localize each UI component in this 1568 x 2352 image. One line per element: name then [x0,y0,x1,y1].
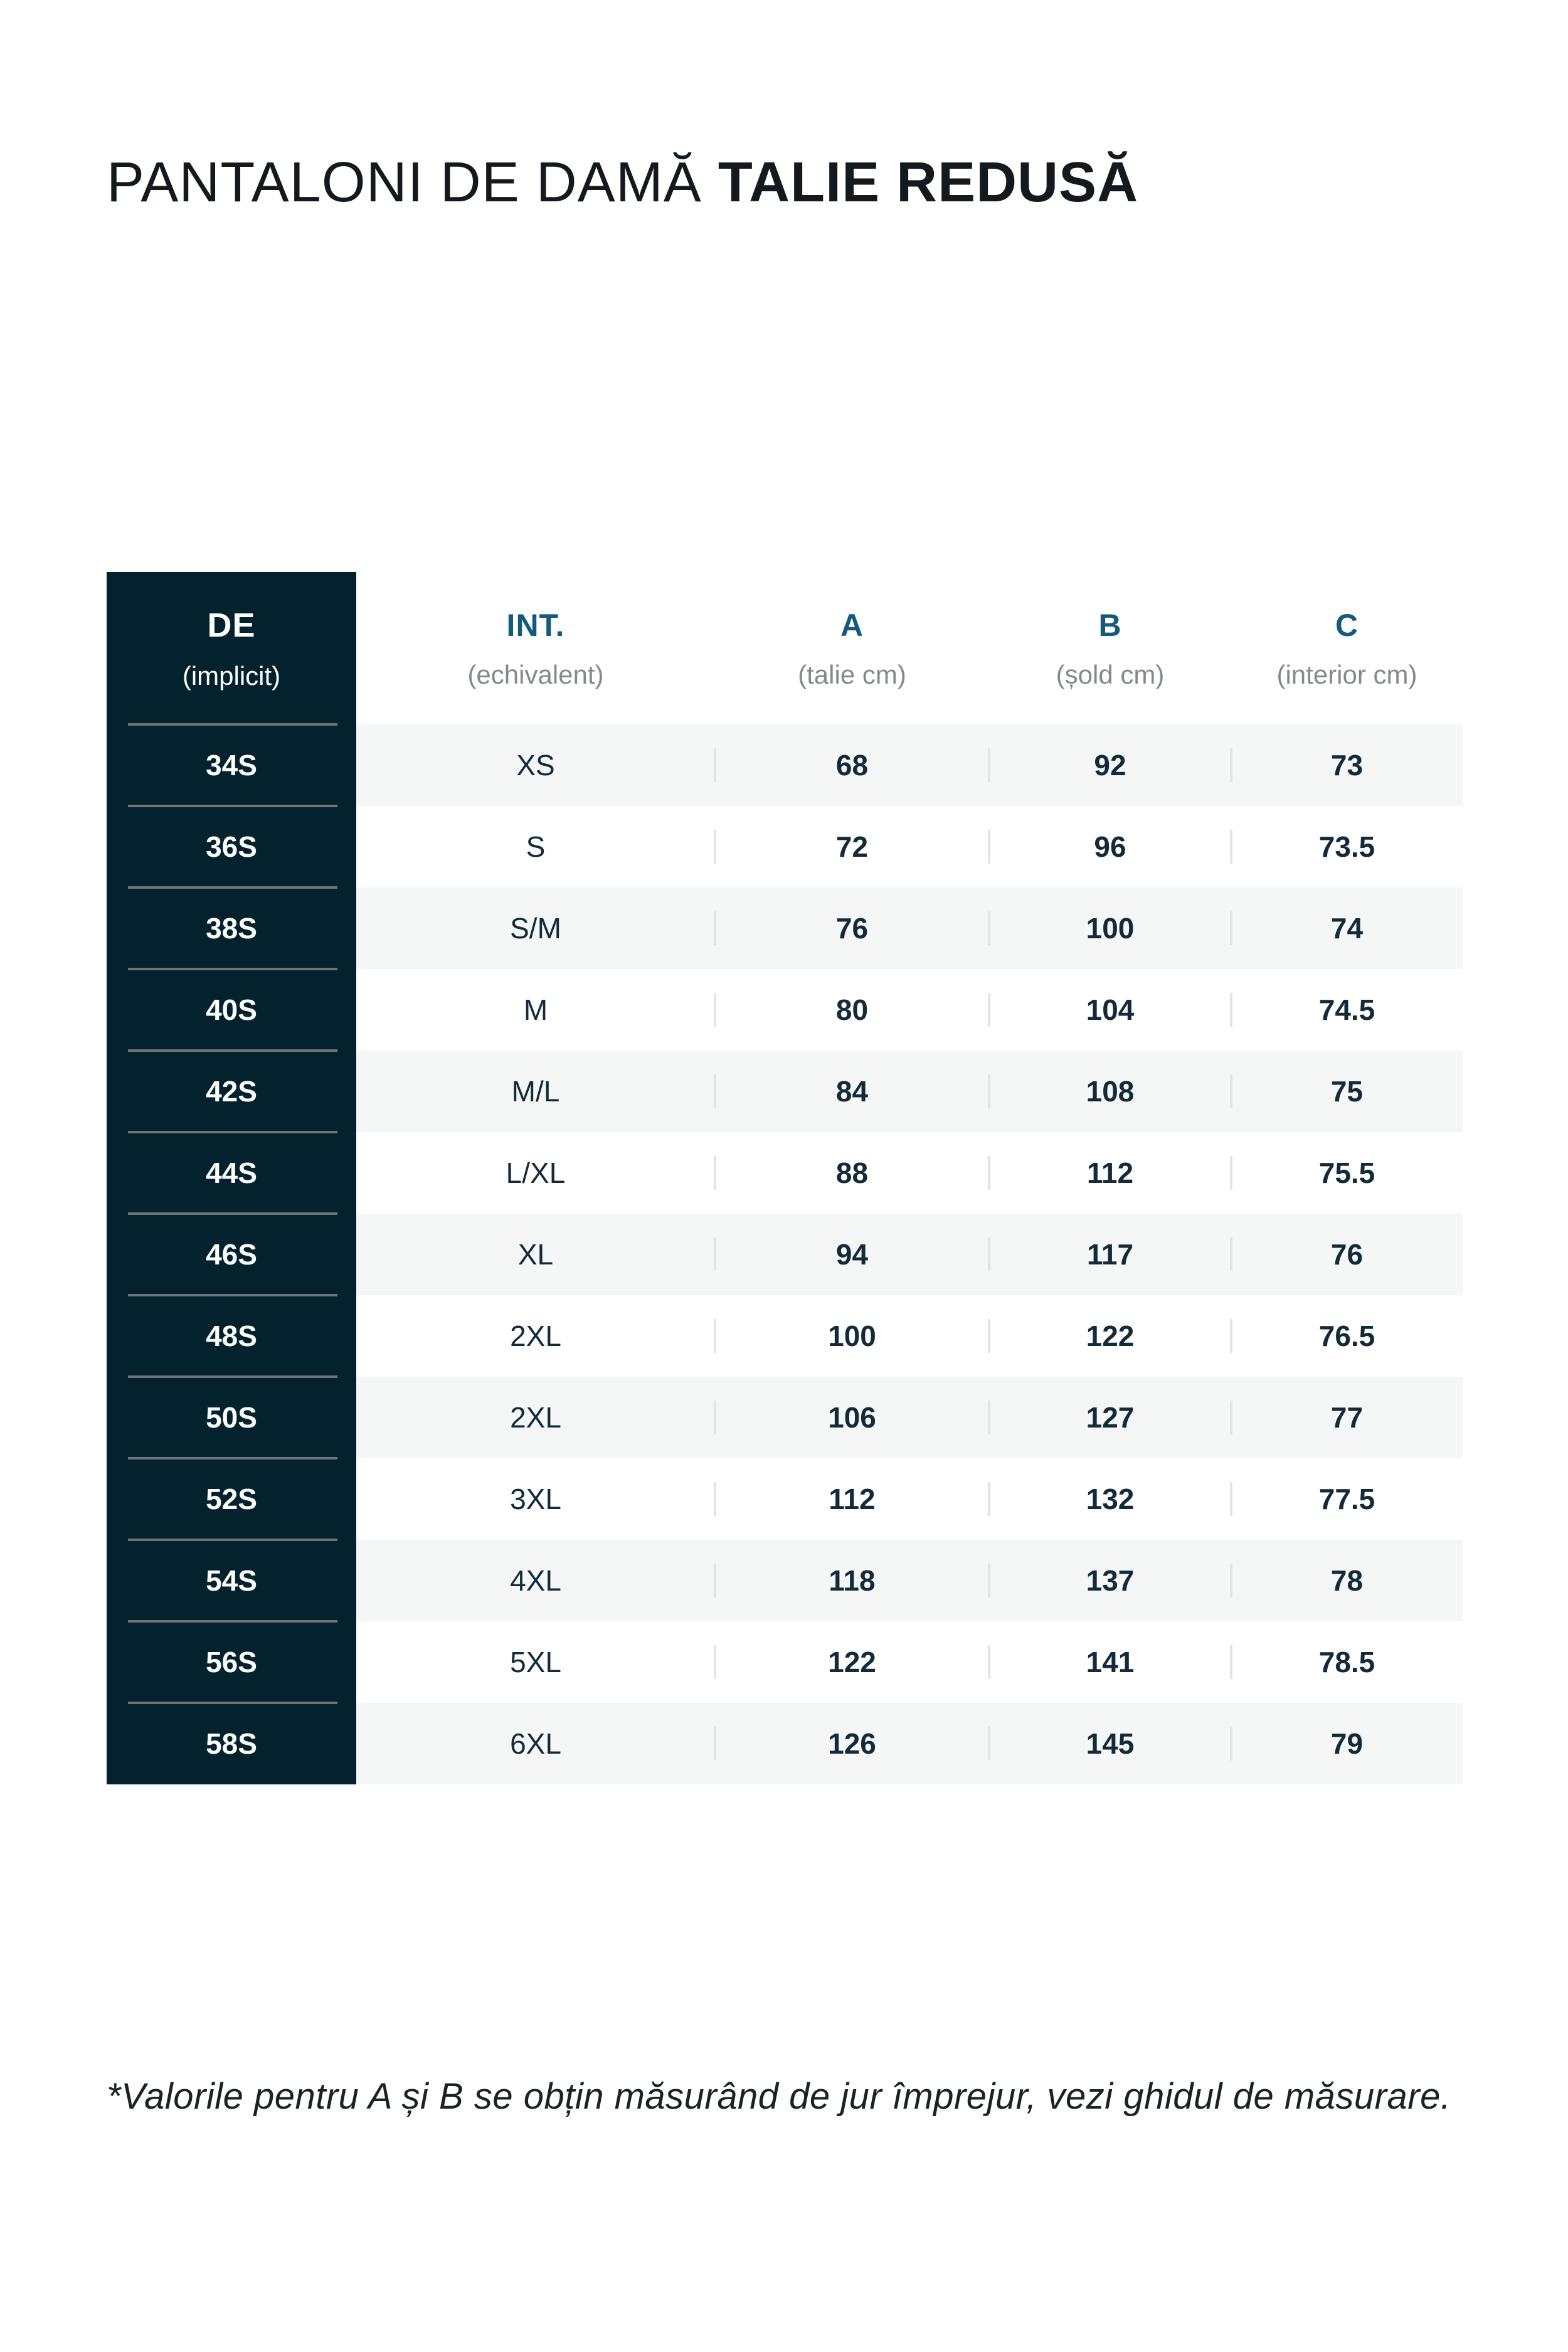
row-inseam-cm: 76 [1231,1214,1463,1295]
row-size-de: 50S [107,1377,356,1459]
row-hip-cm: 100 [989,887,1231,969]
header-sublabel-de: (implicit) [182,660,281,691]
row-hip-cm: 117 [989,1214,1231,1295]
row-size-international: L/XL [356,1132,715,1214]
header-sublabel-b: (șold cm) [1056,659,1165,689]
row-size-international: 3XL [356,1458,715,1540]
header-cell-a: A (talie cm) [715,572,989,724]
row-hip-cm: 145 [989,1703,1231,1784]
row-size-de: 46S [107,1214,356,1296]
row-waist-cm: 72 [715,806,989,887]
header-sublabel-a: (talie cm) [798,659,906,689]
measurement-footnote: *Valorile pentru A și B se obțin măsurân… [107,2076,1451,2117]
header-cell-de: DE (implicit) [107,572,356,726]
header-cell-c: C (interior cm) [1231,572,1463,724]
row-inseam-cm: 74.5 [1231,969,1463,1051]
row-inseam-cm: 73.5 [1231,806,1463,887]
size-table: DE (implicit) INT. (echivalent) A (talie… [107,572,1463,1784]
row-size-international: S/M [356,887,715,969]
page-title-regular: PANTALONI DE DAMĂ [107,151,718,214]
row-inseam-cm: 77 [1231,1377,1463,1458]
row-waist-cm: 88 [715,1132,989,1214]
header-sublabel-int: (echivalent) [467,659,604,689]
row-size-international: S [356,806,715,887]
row-hip-cm: 108 [989,1051,1231,1132]
header-label-de: DE [207,606,256,644]
header-label-a: A [840,607,864,643]
row-inseam-cm: 79 [1231,1703,1463,1784]
row-hip-cm: 141 [989,1621,1231,1703]
row-size-de: 52S [107,1458,356,1541]
row-inseam-cm: 78.5 [1231,1621,1463,1703]
row-size-international: XL [356,1214,715,1295]
row-hip-cm: 137 [989,1540,1231,1621]
row-waist-cm: 122 [715,1621,989,1703]
row-hip-cm: 92 [989,724,1231,806]
row-hip-cm: 132 [989,1458,1231,1540]
row-inseam-cm: 73 [1231,724,1463,806]
row-waist-cm: 118 [715,1540,989,1621]
row-inseam-cm: 75 [1231,1051,1463,1132]
row-size-de: 54S [107,1540,356,1623]
row-size-international: 6XL [356,1703,715,1784]
row-size-de: 56S [107,1621,356,1704]
row-waist-cm: 94 [715,1214,989,1295]
row-size-international: XS [356,724,715,806]
row-size-international: 2XL [356,1295,715,1377]
row-size-international: 2XL [356,1377,715,1458]
row-inseam-cm: 74 [1231,887,1463,969]
row-waist-cm: 106 [715,1377,989,1458]
header-cell-b: B (șold cm) [989,572,1231,724]
row-size-de: 48S [107,1295,356,1378]
row-waist-cm: 80 [715,969,989,1051]
row-size-de: 40S [107,969,356,1052]
row-size-international: M/L [356,1051,715,1132]
header-cell-int: INT. (echivalent) [356,572,715,724]
row-size-de: 36S [107,806,356,889]
row-hip-cm: 104 [989,969,1231,1051]
row-inseam-cm: 78 [1231,1540,1463,1621]
row-size-international: 4XL [356,1540,715,1621]
page-title-bold: TALIE REDUSĂ [718,151,1139,214]
row-waist-cm: 126 [715,1703,989,1784]
row-inseam-cm: 77.5 [1231,1458,1463,1540]
header-label-c: C [1335,607,1359,643]
header-label-b: B [1098,607,1122,643]
row-hip-cm: 96 [989,806,1231,887]
header-sublabel-c: (interior cm) [1276,659,1417,689]
row-size-international: 5XL [356,1621,715,1703]
row-hip-cm: 127 [989,1377,1231,1458]
row-size-international: M [356,969,715,1051]
row-waist-cm: 112 [715,1458,989,1540]
row-hip-cm: 122 [989,1295,1231,1377]
row-size-de: 44S [107,1132,356,1215]
row-size-de: 34S [107,724,356,807]
row-size-de: 38S [107,887,356,970]
row-inseam-cm: 76.5 [1231,1295,1463,1377]
header-label-int: INT. [506,607,565,643]
row-inseam-cm: 75.5 [1231,1132,1463,1214]
row-hip-cm: 112 [989,1132,1231,1214]
row-waist-cm: 76 [715,887,989,969]
row-waist-cm: 100 [715,1295,989,1377]
page-title: PANTALONI DE DAMĂ TALIE REDUSĂ [107,151,1138,215]
row-size-de: 58S [107,1703,356,1784]
row-waist-cm: 84 [715,1051,989,1132]
row-waist-cm: 68 [715,724,989,806]
row-size-de: 42S [107,1051,356,1133]
